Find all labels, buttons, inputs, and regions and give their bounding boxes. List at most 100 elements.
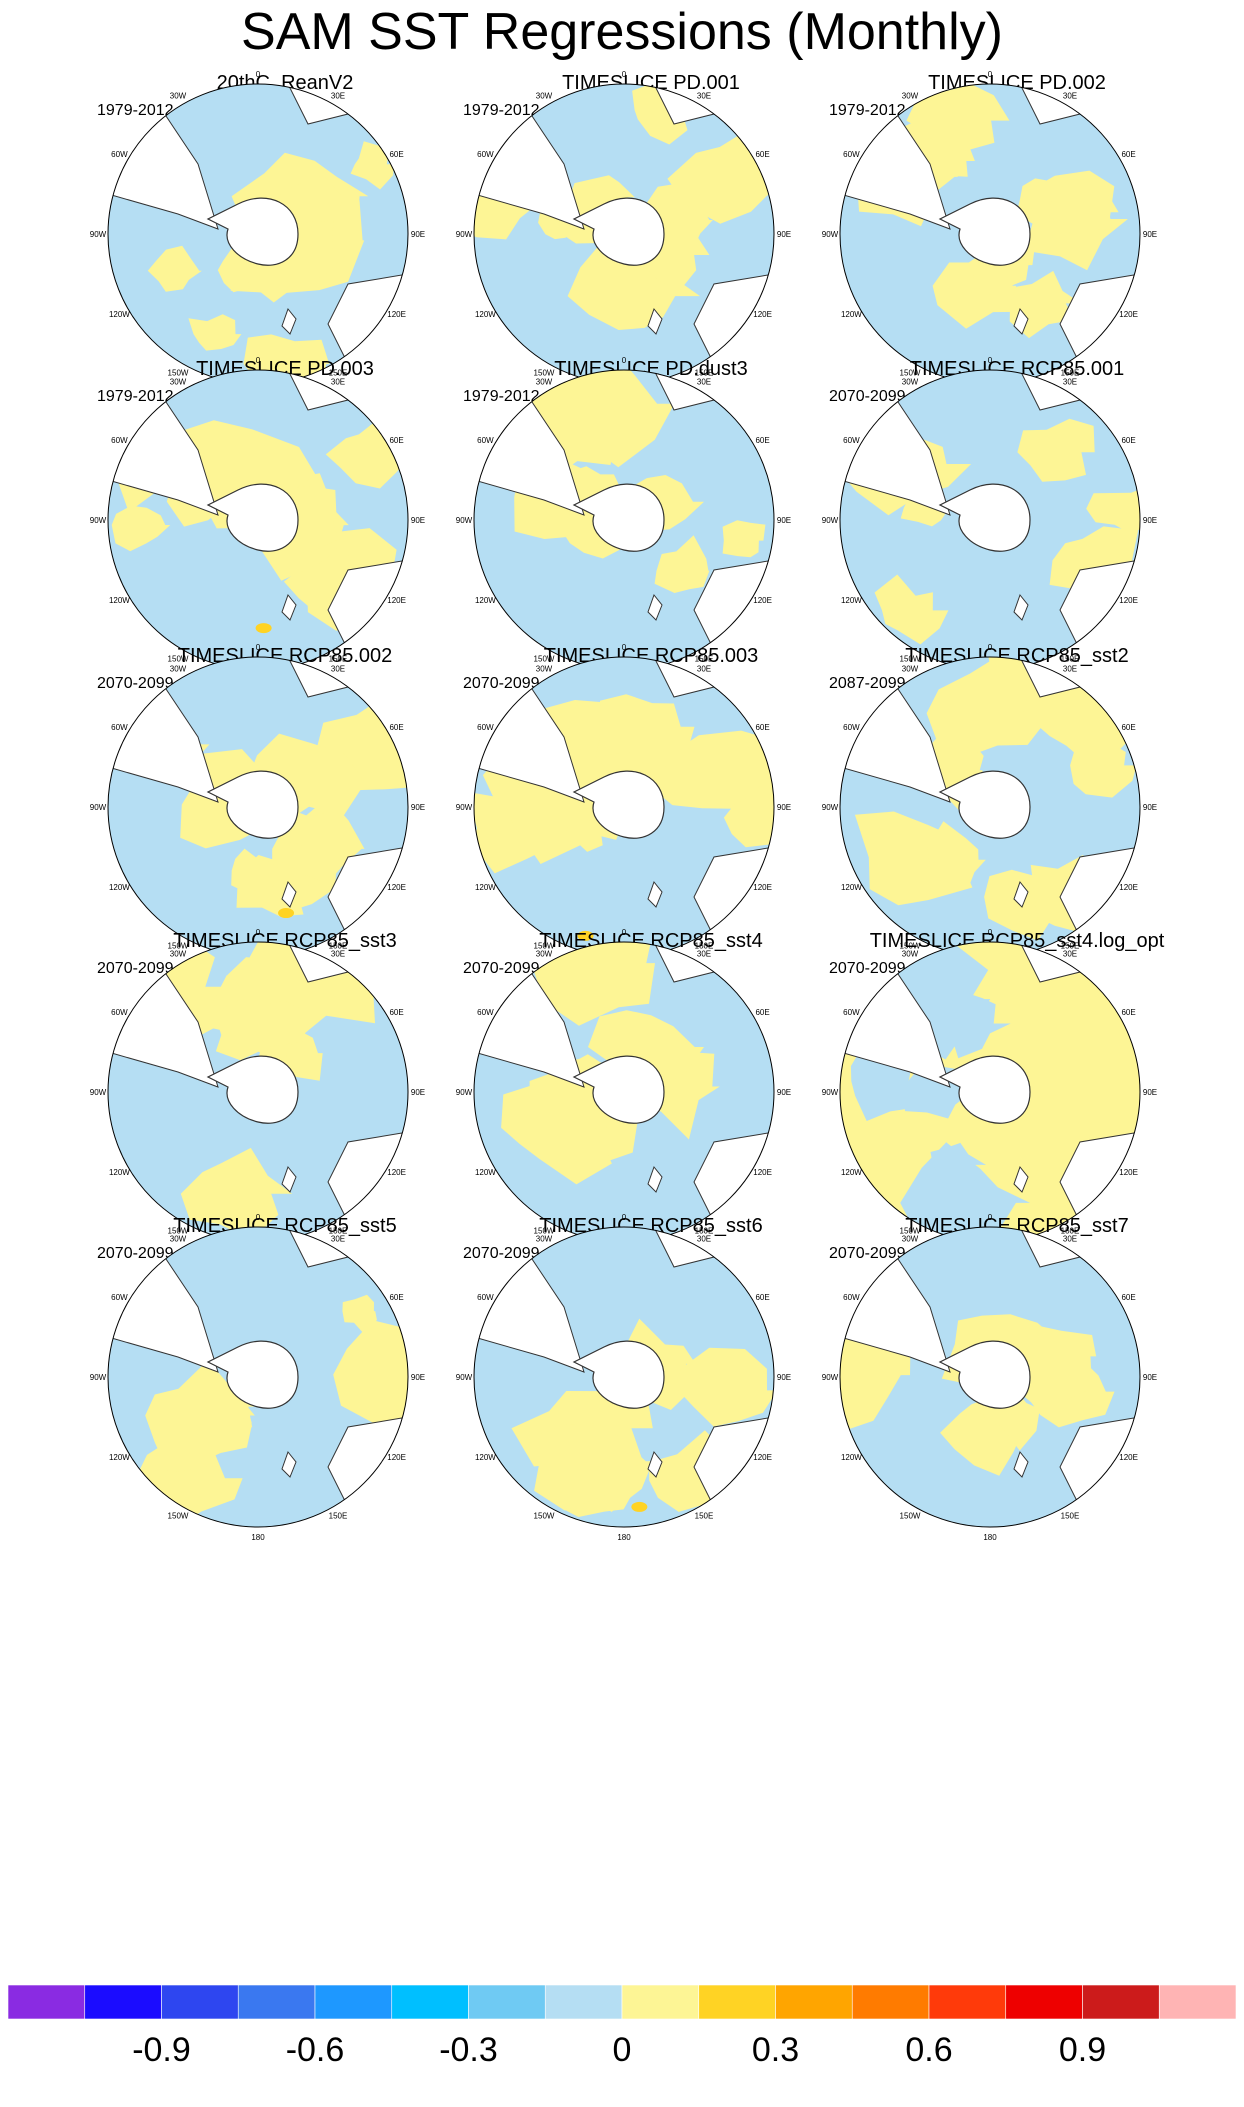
new-zealand-land xyxy=(281,880,297,908)
longitude-tick-label: 150W xyxy=(534,655,555,664)
longitude-tick-label: 120W xyxy=(109,883,130,892)
longitude-tick-label: 60W xyxy=(843,150,860,159)
panel-period: 2070-2099 xyxy=(829,388,906,405)
antarctica-land xyxy=(938,1340,1031,1409)
longitude-tick-label: 30E xyxy=(697,377,711,386)
longitude-tick-label: 60E xyxy=(389,1293,403,1302)
longitude-tick-label: 120W xyxy=(475,310,496,319)
map-panel: TIMESLICE RCP85_sst2 2087-2099 0 30E 60E 90E 1… xyxy=(822,643,1207,1025)
sst-region xyxy=(930,1142,986,1185)
sst-region xyxy=(1086,483,1140,534)
sst-region xyxy=(253,1000,309,1047)
map-panel: TIMESLICE RCP85.001 2070-2099 0 30E 60E 90E 12… xyxy=(822,356,1207,738)
colorbar-swatch xyxy=(84,1985,162,2020)
longitude-tick-label: 90W xyxy=(90,1088,107,1097)
longitude-tick-label: 150W xyxy=(168,1512,189,1521)
longitude-tick-label: 150W xyxy=(168,1227,189,1236)
longitude-tick-label: 90W xyxy=(90,230,107,239)
longitude-tick-label: 120E xyxy=(753,883,772,892)
longitude-tick-label: 150E xyxy=(695,655,714,664)
longitude-tick-label: 150E xyxy=(695,1227,714,1236)
map-panel: TIMESLICE RCP85_sst5 2070-2099 0 30E 60E 90E 1… xyxy=(90,1213,475,1595)
longitude-tick-label: 150W xyxy=(168,655,189,664)
sst-strong-spot xyxy=(577,930,594,941)
sst-region xyxy=(944,990,1011,1059)
sst-region xyxy=(900,1142,1030,1242)
longitude-tick-label: 30E xyxy=(1063,949,1077,958)
longitude-tick-label: 150E xyxy=(329,1227,348,1236)
longitude-tick-label: 60W xyxy=(477,150,494,159)
longitude-tick-label: 180 xyxy=(251,1533,265,1542)
longitude-tick-label: 60W xyxy=(843,1008,860,1017)
longitude-tick-label: 30E xyxy=(331,1234,345,1243)
longitude-tick-label: 120E xyxy=(1119,883,1138,892)
longitude-tick-label: 30W xyxy=(902,949,919,958)
antarctica-land xyxy=(572,483,665,552)
longitude-tick-label: 90W xyxy=(822,516,839,525)
colorbar-tick-label: 0.9 xyxy=(1058,2031,1107,2069)
colorbar-swatch xyxy=(928,1985,1007,2020)
longitude-tick-label: 90E xyxy=(777,516,791,525)
longitude-tick-label: 60W xyxy=(477,723,494,732)
longitude-tick-label: 150E xyxy=(329,1512,348,1521)
colorbar-swatch xyxy=(391,1985,469,2020)
longitude-tick-label: 90W xyxy=(822,1088,839,1097)
longitude-tick-label: 120W xyxy=(841,1168,862,1177)
colorbar-swatch xyxy=(775,1985,853,2020)
longitude-tick-label: 120E xyxy=(387,1453,406,1462)
sst-region xyxy=(501,1069,612,1185)
longitude-tick-label: 0 xyxy=(256,928,261,937)
longitude-tick-label: 30E xyxy=(331,949,345,958)
longitude-tick-label: 150W xyxy=(900,1512,921,1521)
sst-region xyxy=(567,232,700,330)
longitude-tick-label: 30W xyxy=(536,1234,553,1243)
longitude-tick-label: 60E xyxy=(755,1293,769,1302)
sst-field xyxy=(108,84,408,384)
longitude-tick-label: 150E xyxy=(1061,369,1080,378)
longitude-tick-label: 30E xyxy=(1063,664,1077,673)
antarctica-land xyxy=(938,770,1031,839)
longitude-tick-label: 90W xyxy=(90,516,107,525)
longitude-tick-label: 30E xyxy=(697,664,711,673)
colorbar-swatch xyxy=(468,1985,546,2020)
longitude-tick-label: 30W xyxy=(902,91,919,100)
panel-period: 1979-2012 xyxy=(829,102,906,119)
longitude-tick-label: 30W xyxy=(902,664,919,673)
sst-field xyxy=(840,942,1140,1242)
longitude-tick-label: 0 xyxy=(622,70,627,79)
colorbar-swatch xyxy=(698,1985,776,2020)
longitude-tick-label: 150E xyxy=(695,369,714,378)
panel-title: TIMESLICE RCP85_sst4.log_opt xyxy=(869,930,1165,952)
sst-strong-spot xyxy=(255,623,272,634)
longitude-tick-label: 120W xyxy=(109,1453,130,1462)
longitude-tick-label: 0 xyxy=(988,70,993,79)
map-panel: TIMESLICE PD.dust3 1979-2012 0 30E 60E 90E 120… xyxy=(456,356,841,738)
longitude-tick-label: 30E xyxy=(331,377,345,386)
longitude-tick-label: 90E xyxy=(411,1088,425,1097)
longitude-tick-label: 90E xyxy=(1143,1373,1157,1382)
colorbar-swatch xyxy=(237,1985,316,2020)
longitude-tick-label: 0 xyxy=(256,1213,261,1222)
new-zealand-land xyxy=(1013,1450,1029,1478)
longitude-tick-label: 30E xyxy=(697,949,711,958)
longitude-tick-label: 90W xyxy=(90,1373,107,1382)
longitude-tick-label: 30W xyxy=(170,949,187,958)
sst-region xyxy=(678,1347,774,1427)
longitude-tick-label: 30W xyxy=(536,949,553,958)
longitude-tick-label: 30E xyxy=(697,91,711,100)
longitude-tick-label: 150E xyxy=(1061,1512,1080,1521)
longitude-tick-label: 60E xyxy=(755,723,769,732)
colorbar-tick-label: -0.6 xyxy=(285,2031,345,2069)
sst-field xyxy=(474,657,774,957)
longitude-tick-label: 30E xyxy=(1063,91,1077,100)
sst-region xyxy=(531,942,655,1026)
longitude-tick-label: 60W xyxy=(843,723,860,732)
longitude-tick-label: 120W xyxy=(475,1168,496,1177)
longitude-tick-label: 30W xyxy=(902,377,919,386)
longitude-tick-label: 60E xyxy=(755,436,769,445)
